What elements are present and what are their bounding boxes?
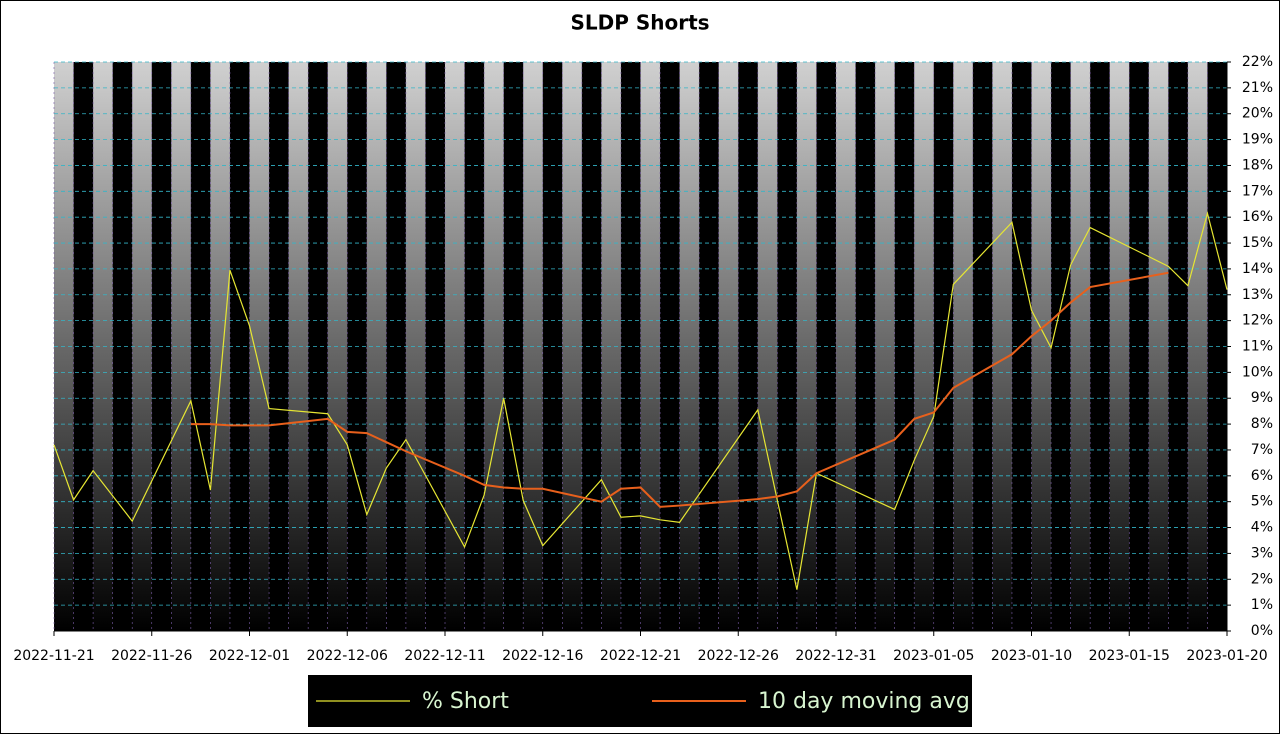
x-tick-label: 2022-12-11 (404, 648, 485, 664)
stripe (1070, 62, 1091, 631)
x-tick-label: 2022-12-21 (600, 648, 681, 664)
series-line (190, 271, 1169, 508)
legend (308, 675, 972, 727)
stripe (953, 62, 973, 631)
x-tick-label: 2023-01-20 (1186, 648, 1267, 664)
x-tick-label: 2022-12-31 (795, 648, 876, 664)
x-tick-label: 2022-12-26 (698, 648, 779, 664)
y-tick-label: 3% (1251, 545, 1273, 561)
y-tick-label: 10% (1242, 364, 1273, 380)
stripe (288, 62, 309, 631)
stripe (210, 62, 230, 631)
y-tick-label: 7% (1251, 442, 1273, 458)
x-tick-label: 2022-11-21 (13, 648, 94, 664)
y-tick-label: 12% (1242, 313, 1273, 329)
y-tick-label: 21% (1242, 80, 1273, 96)
y-tick-label: 1% (1251, 597, 1273, 613)
y-tick-label: 18% (1242, 157, 1273, 173)
x-tick-label: 2022-12-06 (307, 648, 388, 664)
x-tick-label: 2022-12-01 (209, 648, 290, 664)
y-tick-label: 4% (1251, 520, 1273, 536)
y-tick-label: 2% (1251, 571, 1273, 587)
legend-label: 10 day moving avg (758, 689, 970, 714)
series-line (53, 210, 1228, 590)
y-tick-label: 22% (1242, 54, 1273, 70)
x-tick-label: 2022-12-16 (502, 648, 583, 664)
y-tick-label: 13% (1242, 287, 1273, 303)
y-tick-label: 14% (1242, 261, 1273, 277)
y-tick-label: 16% (1242, 209, 1273, 225)
x-tick-label: 2023-01-10 (991, 648, 1072, 664)
y-tick-label: 9% (1251, 390, 1273, 406)
stripe (875, 62, 895, 631)
x-tick-label: 2023-01-05 (893, 648, 974, 664)
x-tick-label: 2022-11-26 (111, 648, 192, 664)
y-tick-label: 8% (1251, 416, 1273, 432)
y-tick-label: 17% (1242, 183, 1273, 199)
y-tick-label: 19% (1242, 132, 1273, 148)
y-tick-label: 0% (1251, 623, 1273, 639)
y-tick-label: 5% (1251, 494, 1273, 510)
stripe (405, 62, 426, 631)
y-tick-label: 20% (1242, 106, 1273, 122)
chart-title: SLDP Shorts (570, 11, 709, 35)
legend-label: % Short (422, 689, 509, 714)
stripe (757, 62, 778, 631)
x-tick-label: 2023-01-15 (1089, 648, 1170, 664)
stripe (601, 62, 621, 631)
y-tick-label: 6% (1251, 468, 1273, 484)
stripe (679, 62, 700, 631)
y-tick-label: 15% (1242, 235, 1273, 251)
stripe (1148, 62, 1169, 631)
y-tick-label: 11% (1242, 339, 1273, 355)
stripe (484, 62, 504, 631)
